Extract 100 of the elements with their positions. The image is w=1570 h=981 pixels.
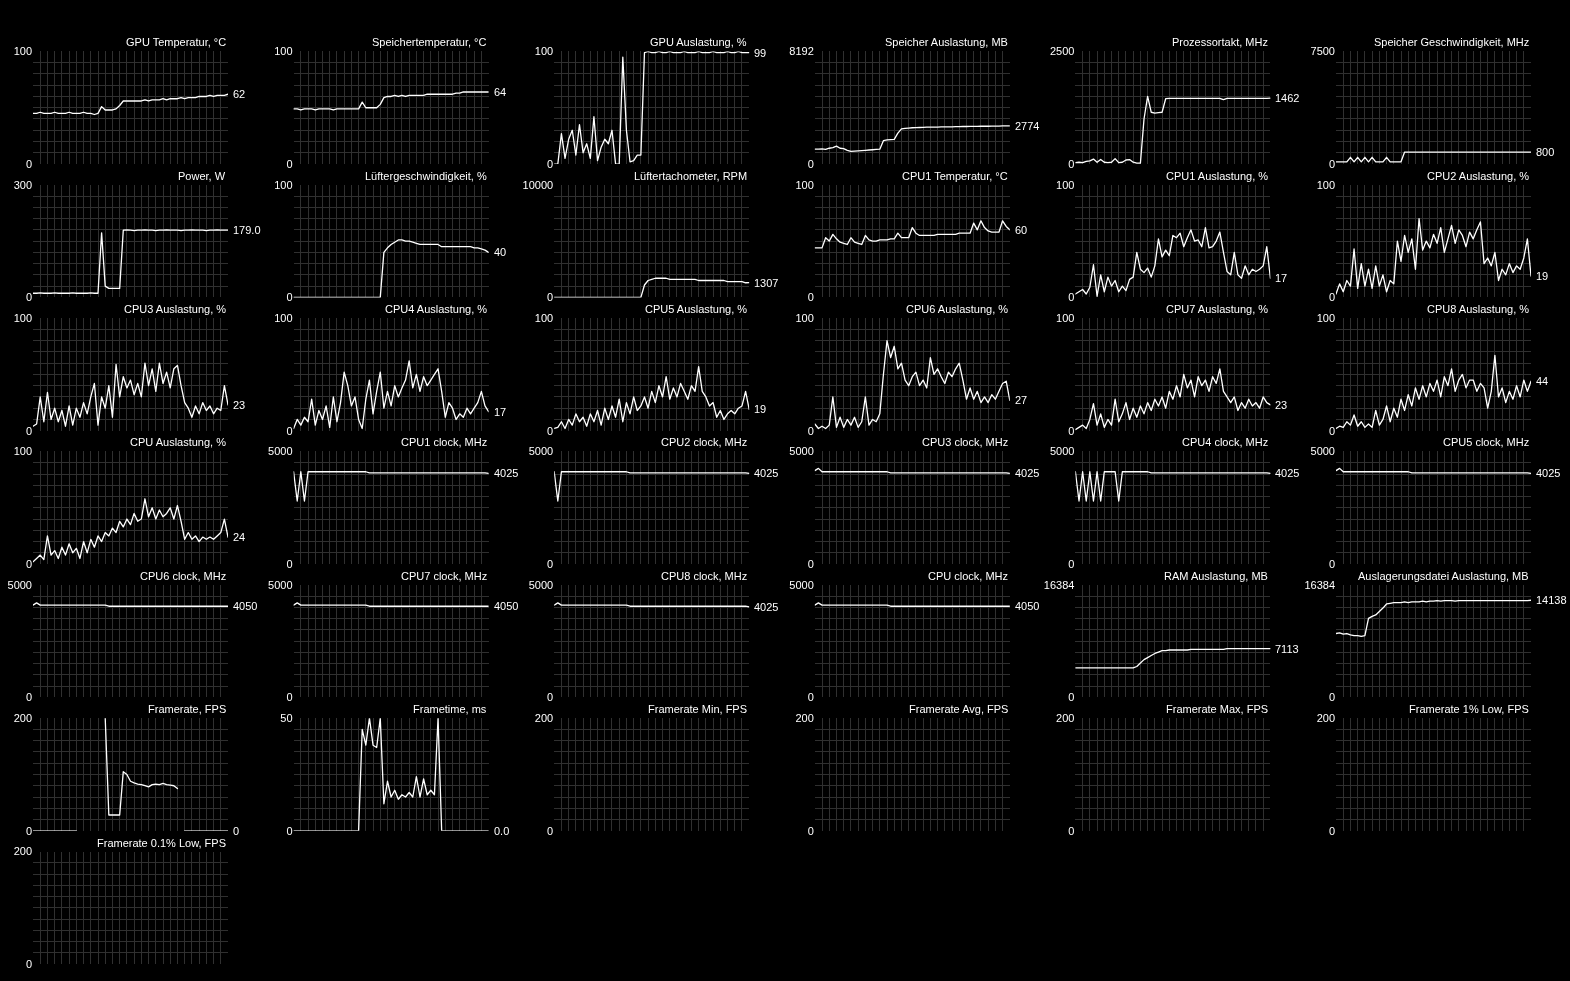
- data-label: 0: [233, 825, 240, 837]
- chart-title: CPU3 clock, MHz: [922, 436, 1009, 448]
- chart-title: CPU6 clock, MHz: [140, 570, 227, 582]
- y-tick-label: 5000: [7, 578, 32, 591]
- y-tick-label: 0: [807, 557, 814, 570]
- y-tick-label: 0: [286, 691, 293, 704]
- chart-title: Lüftergeschwindigkeit, %: [365, 170, 487, 182]
- data-label: 4050: [233, 600, 258, 612]
- y-tick-label: 5000: [268, 578, 293, 591]
- y-tick-label: 100: [1316, 311, 1335, 324]
- y-tick-label: 100: [795, 311, 814, 324]
- data-label: 4025: [754, 601, 779, 613]
- data-label: 17: [494, 406, 507, 418]
- line-series: [554, 365, 750, 430]
- y-tick-label: 0: [1328, 691, 1335, 704]
- chart-title: CPU3 Auslastung, %: [124, 303, 227, 315]
- data-label: 44: [1536, 375, 1549, 387]
- data-label: 1307: [754, 277, 779, 289]
- y-tick-label: 200: [13, 845, 32, 858]
- line-series: [33, 498, 228, 563]
- data-label: 17: [1275, 272, 1288, 284]
- chart-title: Power, W: [178, 170, 226, 182]
- data-label: 64: [494, 86, 507, 98]
- line-series: [33, 362, 228, 427]
- line-series: [554, 51, 750, 165]
- chart-title: CPU4 clock, MHz: [1182, 436, 1269, 448]
- data-label: 24: [233, 531, 246, 543]
- line-series: [814, 340, 1010, 430]
- chart-title: CPU1 Temperatur, °C: [902, 170, 1008, 182]
- y-tick-label: 100: [1056, 311, 1075, 324]
- y-tick-label: 0: [25, 291, 32, 304]
- y-tick-label: 0: [1068, 824, 1075, 837]
- y-tick-label: 0: [25, 691, 32, 704]
- line-series: [33, 93, 228, 116]
- data-label: 23: [233, 399, 246, 411]
- chart-title: GPU Auslastung, %: [650, 36, 747, 48]
- data-label: 4050: [494, 600, 519, 612]
- y-tick-label: 0: [547, 691, 554, 704]
- chart-title: CPU5 Auslastung, %: [645, 303, 748, 315]
- line-series: [1075, 471, 1271, 502]
- chart-title: CPU6 Auslastung, %: [906, 303, 1009, 315]
- y-tick-label: 0: [1328, 824, 1335, 837]
- line-series: [814, 125, 1010, 153]
- chart-title: Framerate Avg, FPS: [909, 703, 1009, 715]
- line-series: [1336, 354, 1531, 430]
- chart-title: CPU7 clock, MHz: [401, 570, 488, 582]
- line-series: [1075, 226, 1271, 297]
- y-tick-label: 0: [807, 291, 814, 304]
- line-series: [1075, 647, 1271, 669]
- y-tick-label: 100: [13, 45, 32, 58]
- data-label: 800: [1536, 146, 1555, 158]
- y-tick-label: 0: [1068, 691, 1075, 704]
- y-tick-label: 0: [547, 424, 554, 437]
- data-label: 4025: [754, 467, 779, 479]
- y-tick-label: 0: [25, 557, 32, 570]
- data-label: 99: [754, 47, 767, 59]
- y-tick-label: 200: [534, 712, 554, 725]
- chart-title: CPU4 Auslastung, %: [385, 303, 488, 315]
- y-tick-label: 0: [1068, 424, 1075, 437]
- y-tick-label: 0: [807, 157, 814, 170]
- data-label: 62: [233, 88, 246, 100]
- line-series: [293, 471, 489, 502]
- line-series: [814, 220, 1010, 249]
- data-label: 4050: [1015, 600, 1040, 612]
- y-tick-label: 2500: [1049, 45, 1075, 58]
- y-tick-label: 5000: [528, 578, 554, 591]
- chart-title: Framerate Min, FPS: [648, 703, 748, 715]
- y-tick-label: 0: [1328, 424, 1335, 437]
- y-tick-label: 100: [274, 311, 293, 324]
- y-tick-label: 200: [1316, 712, 1335, 725]
- y-tick-label: 8192: [789, 45, 814, 58]
- y-tick-label: 16384: [1043, 578, 1075, 591]
- data-label: 60: [1015, 224, 1028, 236]
- line-series: [1336, 217, 1531, 295]
- y-tick-label: 0: [25, 824, 32, 837]
- y-tick-label: 5000: [789, 578, 814, 591]
- chart-title: CPU Auslastung, %: [130, 436, 227, 448]
- chart-title: CPU1 Auslastung, %: [1166, 170, 1269, 182]
- chart-title: CPU2 clock, MHz: [661, 436, 748, 448]
- line-series: [293, 91, 489, 111]
- y-tick-label: 5000: [1049, 445, 1075, 458]
- data-label: 19: [754, 403, 767, 415]
- y-tick-label: 200: [1056, 712, 1075, 725]
- y-tick-label: 100: [534, 311, 554, 324]
- y-tick-label: 200: [795, 712, 814, 725]
- chart-title: RAM Auslastung, MB: [1164, 570, 1268, 582]
- data-label: 23: [1275, 399, 1288, 411]
- data-label: 7113: [1275, 643, 1299, 655]
- y-tick-label: 100: [1056, 178, 1075, 191]
- y-tick-label: 5000: [528, 445, 554, 458]
- y-tick-label: 100: [13, 311, 32, 324]
- chart-title: Speicher Auslastung, MB: [885, 36, 1008, 48]
- chart-title: CPU clock, MHz: [928, 570, 1009, 582]
- chart-title: CPU5 clock, MHz: [1443, 436, 1530, 448]
- y-tick-label: 100: [795, 178, 814, 191]
- chart-title: Framerate 0.1% Low, FPS: [97, 837, 226, 849]
- y-tick-label: 0: [1068, 157, 1075, 170]
- y-tick-label: 100: [1316, 178, 1335, 191]
- data-label: 4025: [494, 467, 519, 479]
- data-label: 40: [494, 246, 507, 258]
